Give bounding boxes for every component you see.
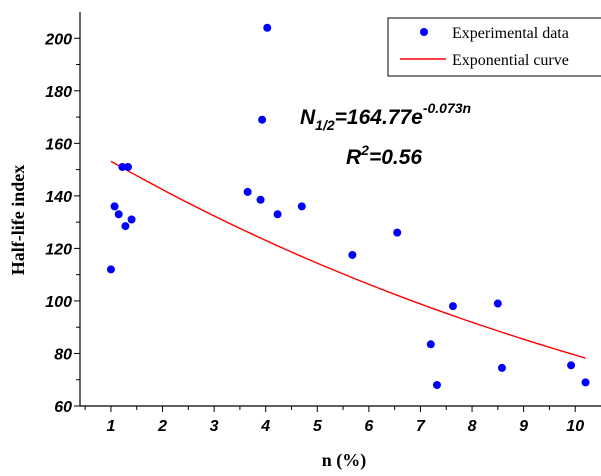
equation-subscript: 1/2 xyxy=(315,117,335,133)
data-point xyxy=(348,250,357,259)
r2-annotation: R2=0.56 xyxy=(346,142,422,169)
data-point xyxy=(297,202,306,211)
legend: Experimental data Exponential curve xyxy=(387,17,601,77)
y-tick-label: 100 xyxy=(45,294,72,311)
exponential-curve-line xyxy=(110,160,586,359)
data-point xyxy=(567,361,576,370)
data-point xyxy=(497,363,506,372)
r2-exponent: 2 xyxy=(360,142,369,158)
data-point xyxy=(110,202,119,211)
equation-exponent: -0.073n xyxy=(423,100,471,116)
data-point xyxy=(127,215,136,224)
data-point xyxy=(258,115,267,124)
y-tick-label: 140 xyxy=(45,189,72,206)
legend-box xyxy=(387,17,601,77)
data-point xyxy=(114,210,123,219)
x-tick-label: 10 xyxy=(566,418,584,435)
y-tick-label: 160 xyxy=(45,136,72,153)
data-point xyxy=(432,380,441,389)
legend-marker-experimental xyxy=(420,28,428,36)
x-tick-label: 9 xyxy=(519,418,528,435)
data-point xyxy=(123,162,132,171)
x-axis-title: n (%) xyxy=(322,450,367,471)
equation-annotation: N1/2=164.77e-0.073n xyxy=(300,100,471,133)
x-tick-label: 1 xyxy=(106,418,115,435)
x-tick-label: 5 xyxy=(313,418,323,435)
x-tick-label: 7 xyxy=(416,418,426,435)
x-tick-label: 4 xyxy=(260,418,270,435)
y-axis-title: Half-life index xyxy=(8,165,28,276)
data-point xyxy=(493,299,502,308)
data-point xyxy=(121,222,130,231)
x-tick-label: 2 xyxy=(157,418,167,435)
y-tick-label: 120 xyxy=(45,241,72,258)
equation-body: =164.77e xyxy=(335,106,423,129)
data-point xyxy=(426,340,435,349)
data-point xyxy=(273,210,282,219)
data-point xyxy=(393,228,402,237)
x-tick-label: 6 xyxy=(364,418,373,435)
legend-label-exponential: Exponential curve xyxy=(452,52,569,69)
y-tick-label: 200 xyxy=(44,31,72,48)
x-tick-label: 8 xyxy=(468,418,477,435)
data-point xyxy=(106,265,115,274)
data-point xyxy=(448,302,457,311)
legend-label-experimental: Experimental data xyxy=(452,25,569,42)
data-point xyxy=(581,378,590,387)
y-tick-label: 80 xyxy=(54,346,72,363)
data-point xyxy=(118,162,127,171)
r2-prefix: R xyxy=(346,146,362,169)
r2-value: =0.56 xyxy=(369,146,422,169)
y-tick-label: 180 xyxy=(45,84,72,101)
equation-prefix: N xyxy=(300,106,316,129)
x-tick-label: 3 xyxy=(210,418,219,435)
y-tick-label: 60 xyxy=(54,399,72,416)
data-point xyxy=(263,23,272,32)
data-point xyxy=(256,195,265,204)
plot-marks: 1 2 3 4 5 6 7 8 9 10 60 80 100 120 140 160 180 200 xyxy=(44,12,601,435)
data-point xyxy=(243,187,252,196)
